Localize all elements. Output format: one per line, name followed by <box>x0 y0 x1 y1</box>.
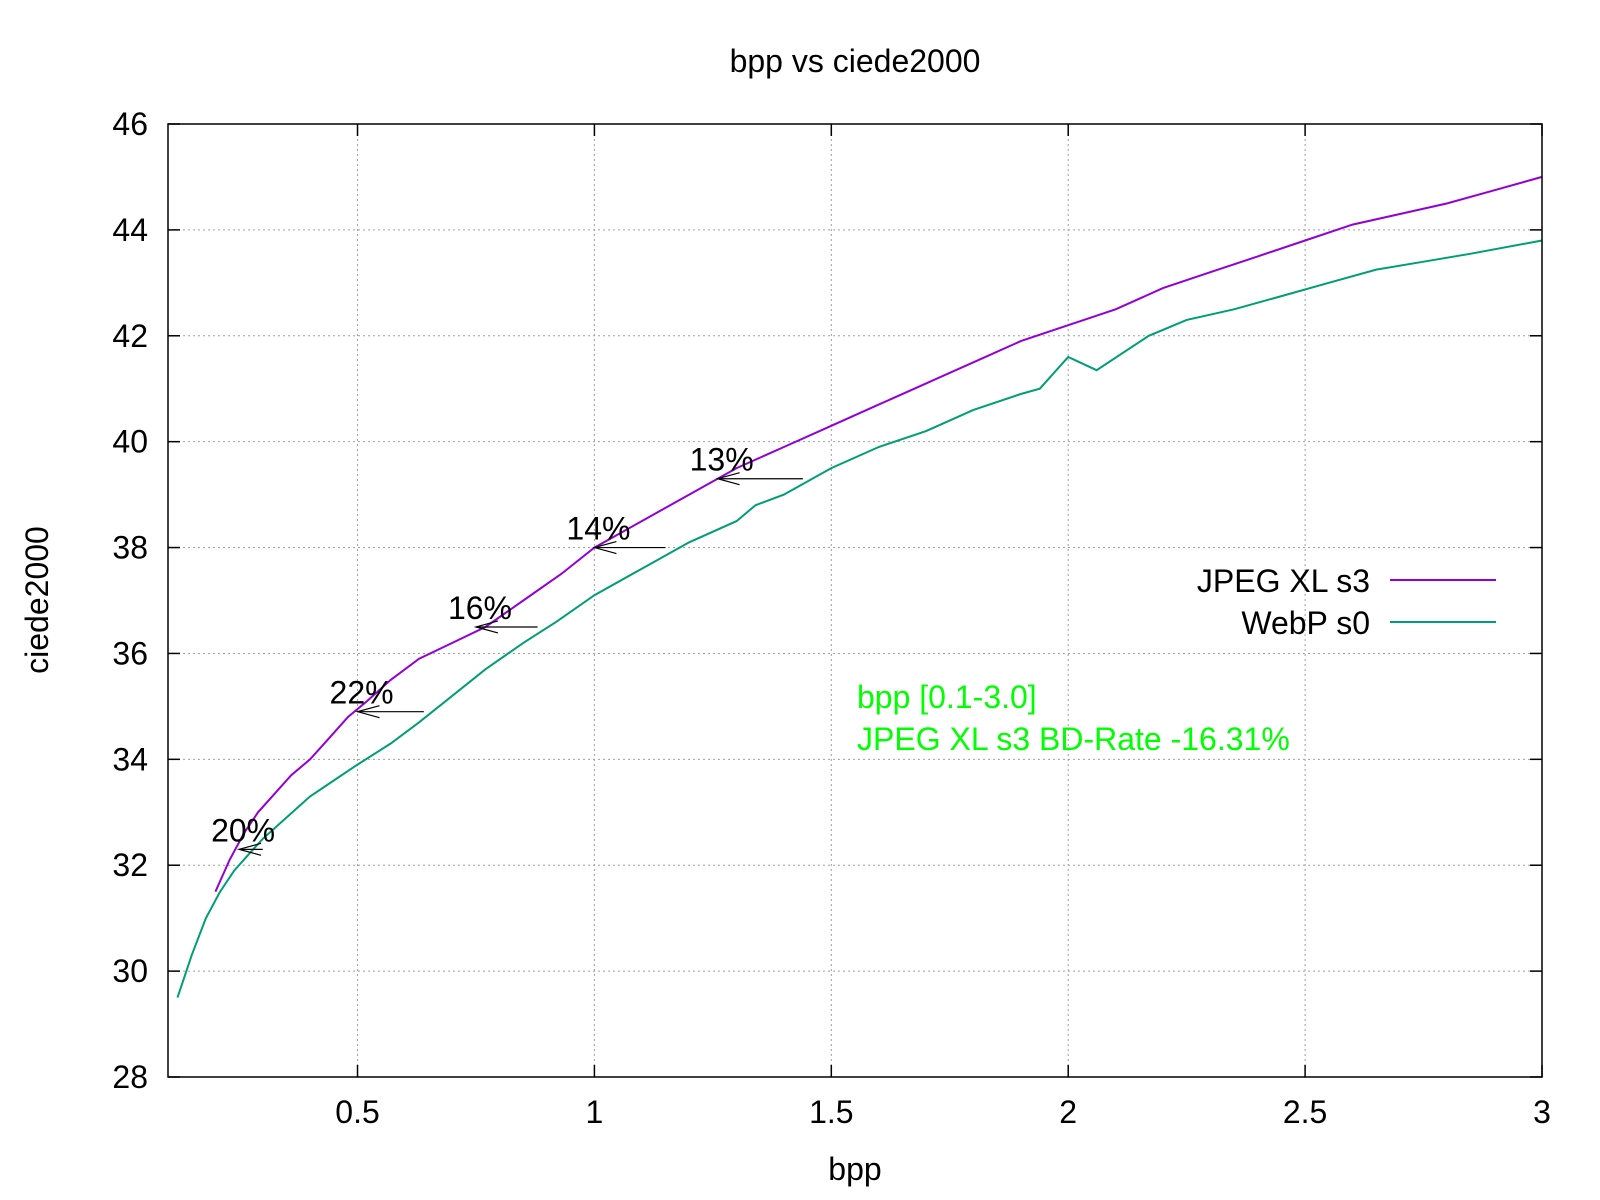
grid <box>168 124 1542 1077</box>
y-axis-label: ciede2000 <box>19 526 55 674</box>
plot-frame <box>167 123 1543 1078</box>
y-tick-label: 36 <box>112 635 148 671</box>
y-tick-label: 40 <box>112 424 148 460</box>
x-tick-label: 2.5 <box>1283 1094 1327 1130</box>
arrow-head <box>715 472 740 486</box>
y-tick-label: 42 <box>112 318 148 354</box>
legend-label: JPEG XL s3 <box>1197 563 1370 599</box>
arrow-percentage-label: 20% <box>211 812 275 848</box>
y-tick-label: 44 <box>112 212 148 248</box>
series-lines <box>176 175 1543 998</box>
x-tick-label: 2 <box>1059 1094 1077 1130</box>
bd-rate-arrows: 20% 22% 16% 14% 13% <box>211 442 803 856</box>
annotation-line: bpp [0.1-3.0] <box>857 679 1037 715</box>
chart-title: bpp vs ciede2000 <box>730 43 981 79</box>
x-tick-label: 1.5 <box>809 1094 853 1130</box>
series-line-webp-s0 <box>176 239 1543 998</box>
x-tick-label: 3 <box>1533 1094 1551 1130</box>
arrow-percentage-label: 22% <box>330 675 394 711</box>
series-line-jpeg-xl-s3 <box>214 175 1543 893</box>
legend-label: WebP s0 <box>1241 605 1370 641</box>
arrow-percentage-label: 13% <box>690 442 754 478</box>
arrow-head <box>236 842 262 856</box>
arrow-percentage-label: 14% <box>566 511 630 547</box>
arrow-head <box>473 620 499 634</box>
y-tick-label: 32 <box>112 847 148 883</box>
arrow-head <box>592 540 617 555</box>
y-tick-label: 30 <box>112 953 148 989</box>
y-tick-label: 34 <box>112 741 148 777</box>
x-axis-ticks: 0.5 1 1.5 2 2.5 3 <box>335 124 1551 1130</box>
bd-rate-annotation: bpp [0.1-3.0] JPEG XL s3 BD-Rate -16.31% <box>857 679 1290 757</box>
y-tick-label: 46 <box>112 106 148 142</box>
x-axis-label: bpp <box>828 1151 881 1187</box>
y-tick-label: 38 <box>112 530 148 566</box>
arrow-head <box>355 705 380 719</box>
y-axis-ticks: 28 30 32 34 36 38 40 42 44 46 <box>112 106 1542 1095</box>
legend: JPEG XL s3 WebP s0 <box>1197 563 1496 641</box>
x-tick-label: 0.5 <box>335 1094 379 1130</box>
annotation-line: JPEG XL s3 BD-Rate -16.31% <box>857 721 1290 757</box>
arrow-percentage-label: 16% <box>448 590 512 626</box>
x-tick-label: 1 <box>586 1094 604 1130</box>
y-tick-label: 28 <box>112 1059 148 1095</box>
